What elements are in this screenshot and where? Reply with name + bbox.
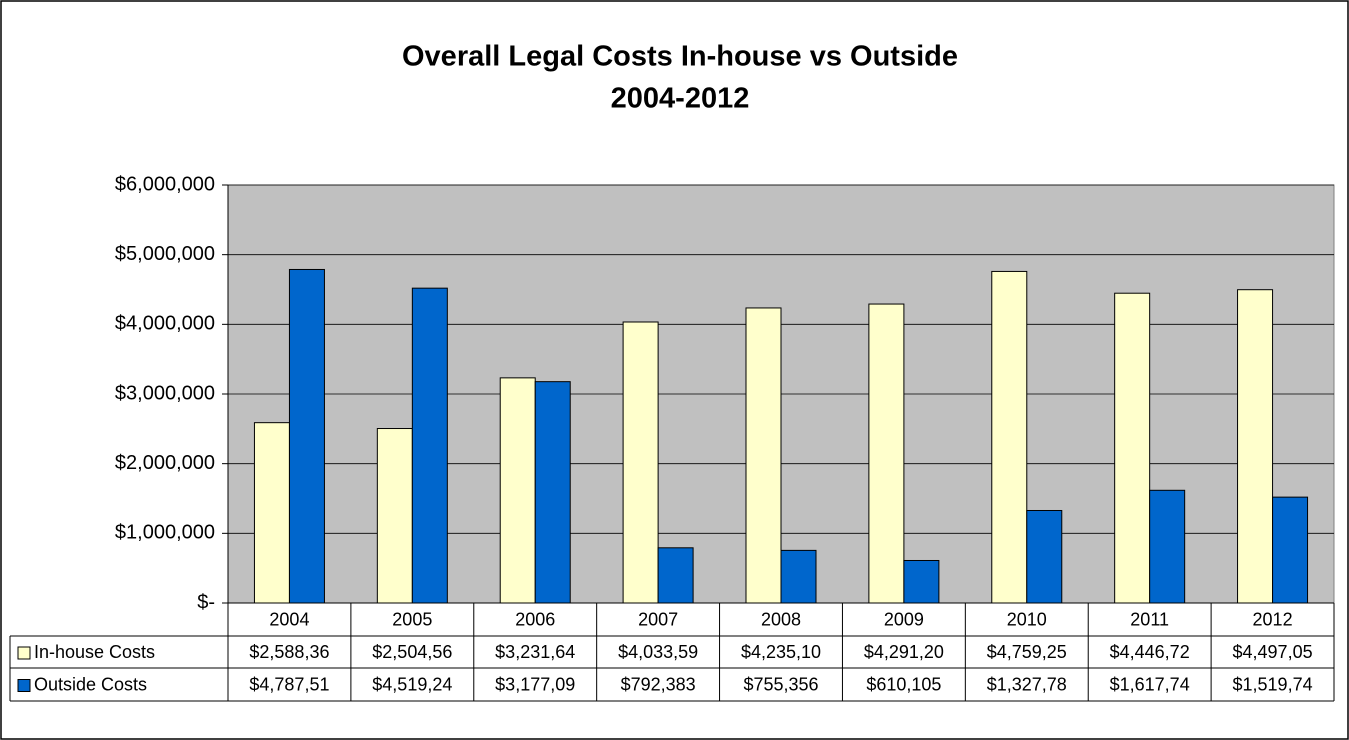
legend-label: In-house Costs: [34, 642, 155, 662]
bar: [1272, 496, 1309, 604]
bar: [1114, 292, 1151, 604]
legend-key: [17, 679, 31, 692]
table-value: $4,519,24: [372, 674, 452, 694]
bar: [411, 287, 448, 604]
x-tick-label: 2011: [1130, 609, 1169, 629]
table-value: $4,235,10: [741, 642, 821, 662]
table-value: $4,759,25: [987, 642, 1067, 662]
table-value: $3,231,64: [495, 642, 575, 662]
bar: [1237, 289, 1274, 604]
bar: [1149, 489, 1186, 604]
table-value: $792,383: [621, 674, 696, 694]
x-tick-label: 2012: [1253, 609, 1293, 629]
bar: [253, 422, 290, 604]
y-tick-label: $5,000,000: [115, 243, 215, 265]
bar: [1026, 509, 1063, 604]
bar: [657, 547, 694, 604]
table-value: $610,105: [866, 674, 941, 694]
y-tick-label: $1,000,000: [115, 522, 215, 544]
bar: [534, 381, 571, 604]
bar: [288, 268, 325, 604]
legend-label: Outside Costs: [34, 674, 147, 694]
table-value: $4,446,72: [1110, 642, 1190, 662]
x-tick-label: 2010: [1007, 609, 1047, 629]
table-value: $1,519,74: [1233, 674, 1313, 694]
x-tick-label: 2007: [638, 609, 678, 629]
table-value: $3,177,09: [495, 674, 575, 694]
x-tick-label: 2009: [884, 609, 924, 629]
x-tick-label: 2004: [269, 609, 309, 629]
table-value: $4,497,05: [1233, 642, 1313, 662]
table-value: $4,787,51: [249, 674, 329, 694]
table-value: $1,617,74: [1110, 674, 1190, 694]
legend-key: [17, 646, 31, 660]
y-tick-label: $6,000,000: [115, 173, 215, 195]
bar: [991, 270, 1028, 604]
x-tick-label: 2008: [761, 609, 801, 629]
bar: [376, 428, 413, 604]
y-tick-label: $4,000,000: [115, 313, 215, 335]
bar: [622, 321, 659, 604]
y-tick-label: $-: [197, 591, 215, 613]
table-value: $4,291,20: [864, 642, 944, 662]
table-value: $4,033,59: [618, 642, 698, 662]
bar: [903, 559, 940, 604]
table-value: $1,327,78: [987, 674, 1067, 694]
table-value: $755,356: [743, 674, 818, 694]
bar: [745, 307, 782, 604]
bar: [868, 303, 905, 604]
bar: [780, 549, 817, 604]
x-tick-label: 2006: [515, 609, 555, 629]
table-value: $2,504,56: [372, 642, 452, 662]
y-tick-label: $3,000,000: [115, 382, 215, 404]
y-tick-label: $2,000,000: [115, 452, 215, 474]
bar: [499, 377, 536, 604]
x-tick-label: 2005: [392, 609, 432, 629]
chart-subtitle: 2004-2012: [611, 83, 750, 115]
table-value: $2,588,36: [249, 642, 329, 662]
chart-title: Overall Legal Costs In-house vs Outside: [402, 41, 958, 73]
